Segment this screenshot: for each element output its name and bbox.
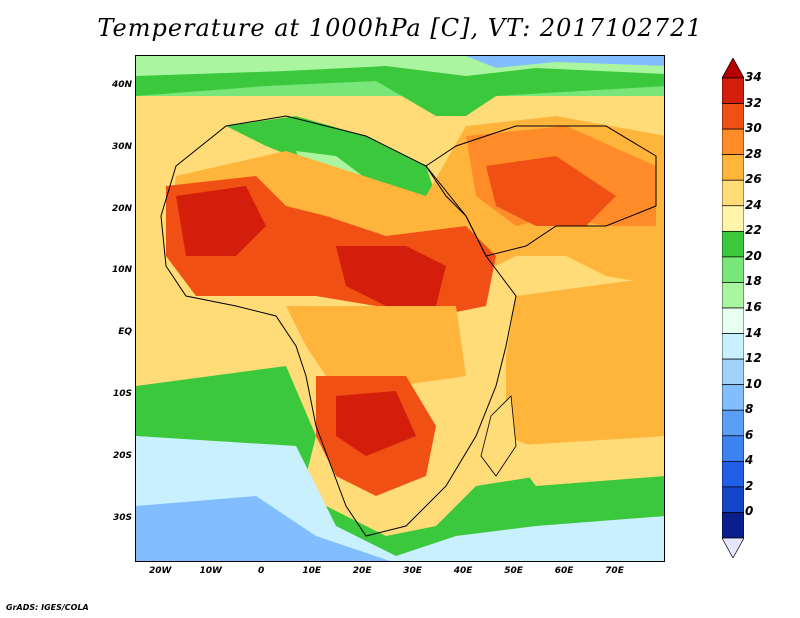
colorbar-label: 6 — [745, 427, 754, 442]
congo-basin — [286, 306, 466, 386]
colorbar-box — [722, 230, 744, 258]
arabia-coastline — [425, 125, 657, 257]
colorbar-box — [722, 103, 744, 130]
lon-label: 30E — [403, 566, 422, 576]
colorbar-label: 2 — [745, 478, 754, 493]
colorbar-label: 32 — [745, 95, 762, 110]
indian-ocean-south — [506, 436, 664, 486]
temperature-field — [136, 56, 664, 561]
colorbar-label: 24 — [745, 197, 762, 212]
colorbar-box — [722, 128, 744, 156]
indian-ocean — [506, 276, 664, 456]
colorbar-box — [722, 435, 744, 462]
lon-label: 70E — [605, 566, 624, 576]
colorbar-label: 16 — [745, 300, 762, 314]
colorbar-box — [722, 384, 744, 411]
colorbar-box — [722, 179, 744, 207]
colorbar-box — [722, 512, 744, 539]
lat-label: 30N — [111, 141, 132, 152]
lat-label: 20N — [111, 203, 132, 214]
colorbar-box — [722, 358, 744, 386]
colorbar-label: 20 — [745, 248, 762, 263]
colorbar-label: 26 — [745, 172, 762, 187]
africa-coastline — [160, 115, 517, 537]
colorbar-label: 0 — [745, 504, 754, 519]
colorbar-box — [722, 460, 744, 488]
colorbar-box — [722, 333, 744, 360]
southern-africa-core — [336, 391, 416, 456]
west-sahara-core — [176, 186, 266, 256]
arabia-core — [486, 156, 616, 226]
colorbar-box — [722, 307, 744, 334]
lat-label: 30S — [112, 512, 132, 523]
colorbar-label: 34 — [745, 70, 762, 84]
lat-label: 20S — [112, 450, 132, 461]
colorbar-label: 18 — [745, 274, 762, 289]
north-cold-edge — [466, 56, 664, 68]
lon-label: 20E — [352, 566, 372, 576]
south-coldest — [136, 496, 391, 561]
colorbar-box — [722, 256, 744, 283]
colorbar-box — [722, 486, 744, 513]
lon-label: 60E — [554, 566, 574, 576]
lat-label: 10S — [112, 389, 132, 400]
lon-label: 20W — [149, 566, 172, 576]
lat-label: 40N — [111, 79, 132, 90]
colorbar-label: 14 — [745, 325, 762, 340]
lat-label: EQ — [118, 327, 132, 338]
colorbar-box — [722, 154, 744, 181]
madagascar — [480, 395, 517, 477]
colorbar-top-triangle — [722, 58, 744, 79]
colorbar-label: 22 — [745, 223, 762, 238]
colorbar-label: 4 — [745, 453, 754, 468]
credit-text: GrADS: IGES/COLA — [6, 603, 89, 612]
colorbar — [722, 58, 744, 558]
colorbar-label: 12 — [745, 351, 762, 366]
lon-label: 10W — [199, 566, 222, 576]
temperature-map — [135, 55, 665, 562]
colorbar-label: 28 — [745, 146, 762, 161]
lon-label: 10E — [302, 566, 321, 576]
colorbar-box — [722, 205, 744, 232]
colorbar-box — [722, 282, 744, 309]
colorbar-box — [722, 77, 744, 104]
colorbar-label: 10 — [745, 376, 762, 391]
colorbar-bottom-triangle — [722, 537, 744, 558]
lat-label: 10N — [111, 265, 132, 276]
lon-label: 0 — [258, 566, 265, 576]
colorbar-label: 8 — [745, 402, 754, 417]
lon-label: 50E — [504, 566, 523, 576]
colorbar-label: 30 — [745, 121, 762, 136]
map-title: Temperature at 1000hPa [C], VT: 20171027… — [97, 14, 703, 42]
lon-label: 40E — [453, 566, 473, 576]
central-africa-core — [336, 246, 446, 306]
colorbar-box — [722, 409, 744, 437]
